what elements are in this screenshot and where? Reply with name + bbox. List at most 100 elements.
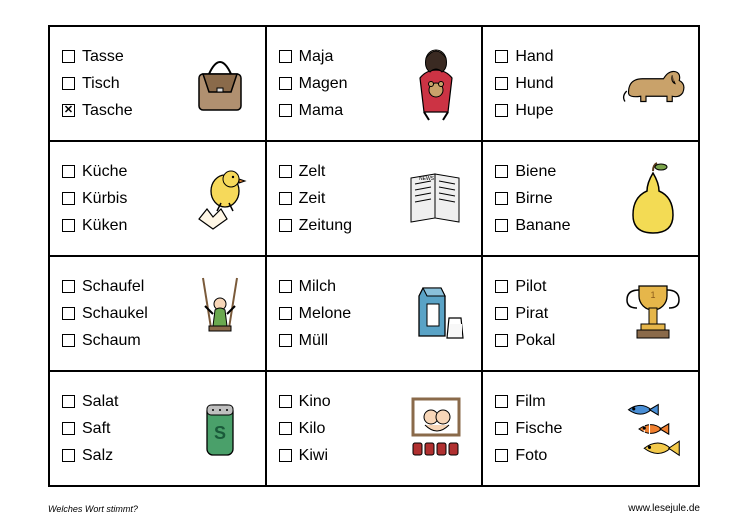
checkbox[interactable] xyxy=(279,307,292,320)
checkbox[interactable] xyxy=(62,449,75,462)
checkbox[interactable] xyxy=(279,192,292,205)
mama-icon xyxy=(401,44,471,124)
option-label: Film xyxy=(515,394,545,410)
checkbox[interactable] xyxy=(62,422,75,435)
option-row[interactable]: Müll xyxy=(279,333,351,349)
checkbox[interactable]: ✕ xyxy=(62,104,75,117)
svg-text:1: 1 xyxy=(650,290,655,300)
option-label: Pilot xyxy=(515,279,546,295)
checkbox[interactable] xyxy=(495,165,508,178)
checkbox[interactable] xyxy=(62,77,75,90)
option-row[interactable]: Kilo xyxy=(279,421,331,437)
option-label: Salz xyxy=(82,448,113,464)
option-row[interactable]: Schaum xyxy=(62,333,148,349)
checkbox[interactable] xyxy=(279,50,292,63)
option-row[interactable]: Schaufel xyxy=(62,279,148,295)
option-row[interactable]: Tasse xyxy=(62,49,133,65)
option-row[interactable]: Mama xyxy=(279,103,348,119)
checkbox[interactable] xyxy=(495,77,508,90)
option-row[interactable]: Schaukel xyxy=(62,306,148,322)
checkbox[interactable] xyxy=(279,280,292,293)
option-label: Schaum xyxy=(82,333,141,349)
option-row[interactable]: Hand xyxy=(495,49,553,65)
option-row[interactable]: Birne xyxy=(495,191,570,207)
checkbox[interactable] xyxy=(62,334,75,347)
option-label: Biene xyxy=(515,164,556,180)
checkbox[interactable] xyxy=(279,449,292,462)
option-list: Küche Kürbis Küken xyxy=(62,164,127,234)
checkbox[interactable] xyxy=(279,165,292,178)
dog-icon xyxy=(618,44,688,124)
checkbox[interactable] xyxy=(495,192,508,205)
option-row[interactable]: Salz xyxy=(62,448,118,464)
milk-icon xyxy=(401,274,471,354)
option-row[interactable]: Foto xyxy=(495,448,562,464)
option-label: Tisch xyxy=(82,76,120,92)
option-row[interactable]: Zeit xyxy=(279,191,352,207)
option-row[interactable]: Hupe xyxy=(495,103,553,119)
checkbox[interactable] xyxy=(495,307,508,320)
checkbox[interactable] xyxy=(62,280,75,293)
option-row[interactable]: Biene xyxy=(495,164,570,180)
option-row[interactable]: Hund xyxy=(495,76,553,92)
checkbox[interactable] xyxy=(279,104,292,117)
option-row[interactable]: Zelt xyxy=(279,164,352,180)
checkbox[interactable] xyxy=(279,334,292,347)
bag-icon xyxy=(185,44,255,124)
checkbox[interactable] xyxy=(495,449,508,462)
option-list: Schaufel Schaukel Schaum xyxy=(62,279,148,349)
checkbox[interactable] xyxy=(495,50,508,63)
salt-icon: S xyxy=(185,389,255,469)
checkbox[interactable] xyxy=(495,280,508,293)
option-row[interactable]: Fische xyxy=(495,421,562,437)
option-row[interactable]: Magen xyxy=(279,76,348,92)
footer-question: Welches Wort stimmt? xyxy=(48,504,138,514)
checkbox[interactable] xyxy=(279,219,292,232)
checkbox[interactable] xyxy=(279,395,292,408)
checkbox[interactable] xyxy=(495,104,508,117)
option-row[interactable]: Küche xyxy=(62,164,127,180)
checkbox[interactable] xyxy=(62,395,75,408)
option-label: Tasche xyxy=(82,103,133,119)
checkbox[interactable] xyxy=(62,165,75,178)
checkbox[interactable] xyxy=(62,307,75,320)
option-label: Hund xyxy=(515,76,553,92)
trophy-icon: 1 xyxy=(618,274,688,354)
newspaper-icon: NEWS xyxy=(401,159,471,239)
option-label: Banane xyxy=(515,218,570,234)
worksheet-cell: Milch Melone Müll xyxy=(266,256,483,371)
checkbox[interactable] xyxy=(62,192,75,205)
option-row[interactable]: Pirat xyxy=(495,306,555,322)
checkbox[interactable] xyxy=(495,219,508,232)
option-label: Zelt xyxy=(299,164,326,180)
option-row[interactable]: Kino xyxy=(279,394,331,410)
option-row[interactable]: Salat xyxy=(62,394,118,410)
option-list: Film Fische Foto xyxy=(495,394,562,464)
option-label: Zeitung xyxy=(299,218,352,234)
option-row[interactable]: Pilot xyxy=(495,279,555,295)
checkbox[interactable] xyxy=(279,422,292,435)
worksheet-cell: Maja Magen Mama xyxy=(266,26,483,141)
checkbox[interactable] xyxy=(62,219,75,232)
option-row[interactable]: Tisch xyxy=(62,76,133,92)
worksheet-cell: Biene Birne Banane xyxy=(482,141,699,256)
option-label: Hand xyxy=(515,49,553,65)
checkbox[interactable] xyxy=(495,334,508,347)
option-row[interactable]: Saft xyxy=(62,421,118,437)
option-row[interactable]: Maja xyxy=(279,49,348,65)
option-row[interactable]: Kürbis xyxy=(62,191,127,207)
option-row[interactable]: Banane xyxy=(495,218,570,234)
option-row[interactable]: ✕ Tasche xyxy=(62,103,133,119)
option-row[interactable]: Milch xyxy=(279,279,351,295)
checkbox[interactable] xyxy=(495,395,508,408)
option-row[interactable]: Pokal xyxy=(495,333,555,349)
cinema-icon xyxy=(401,389,471,469)
option-row[interactable]: Küken xyxy=(62,218,127,234)
checkbox[interactable] xyxy=(279,77,292,90)
checkbox[interactable] xyxy=(62,50,75,63)
option-row[interactable]: Melone xyxy=(279,306,351,322)
option-row[interactable]: Kiwi xyxy=(279,448,331,464)
option-row[interactable]: Film xyxy=(495,394,562,410)
option-row[interactable]: Zeitung xyxy=(279,218,352,234)
checkbox[interactable] xyxy=(495,422,508,435)
